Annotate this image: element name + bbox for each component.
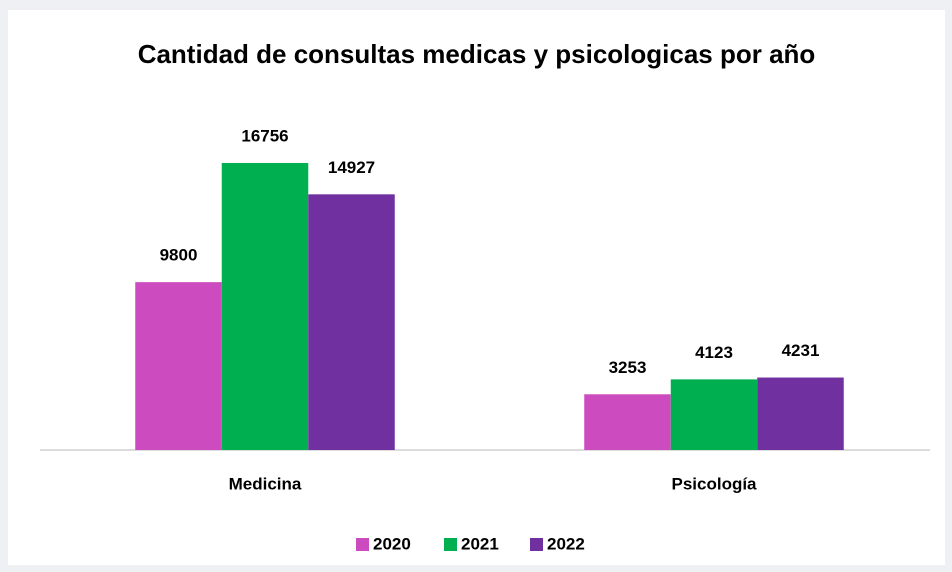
data-label: 16756	[241, 126, 288, 145]
bar	[135, 282, 222, 450]
x-tick-label: Psicología	[671, 474, 757, 493]
legend-swatch	[356, 538, 369, 551]
legend-swatch	[530, 538, 543, 551]
data-label: 4123	[695, 343, 733, 362]
data-label: 4231	[782, 341, 820, 360]
bar	[221, 163, 309, 450]
bar	[757, 377, 844, 450]
legend-label: 2021	[461, 534, 499, 553]
chart-title: Cantidad de consultas medicas y psicolog…	[137, 39, 816, 69]
legend-label: 2022	[547, 534, 585, 553]
bar	[670, 379, 758, 450]
data-label: 3253	[609, 358, 647, 377]
data-label: 14927	[328, 158, 375, 177]
legend-swatch	[444, 538, 457, 551]
title-box: Cantidad de consultas medicas y psicolog…	[8, 34, 945, 74]
x-tick-label: Medicina	[229, 474, 302, 493]
data-label: 9800	[160, 246, 198, 265]
bar	[308, 194, 395, 450]
legend-label: 2020	[373, 534, 411, 553]
bar	[584, 394, 671, 450]
